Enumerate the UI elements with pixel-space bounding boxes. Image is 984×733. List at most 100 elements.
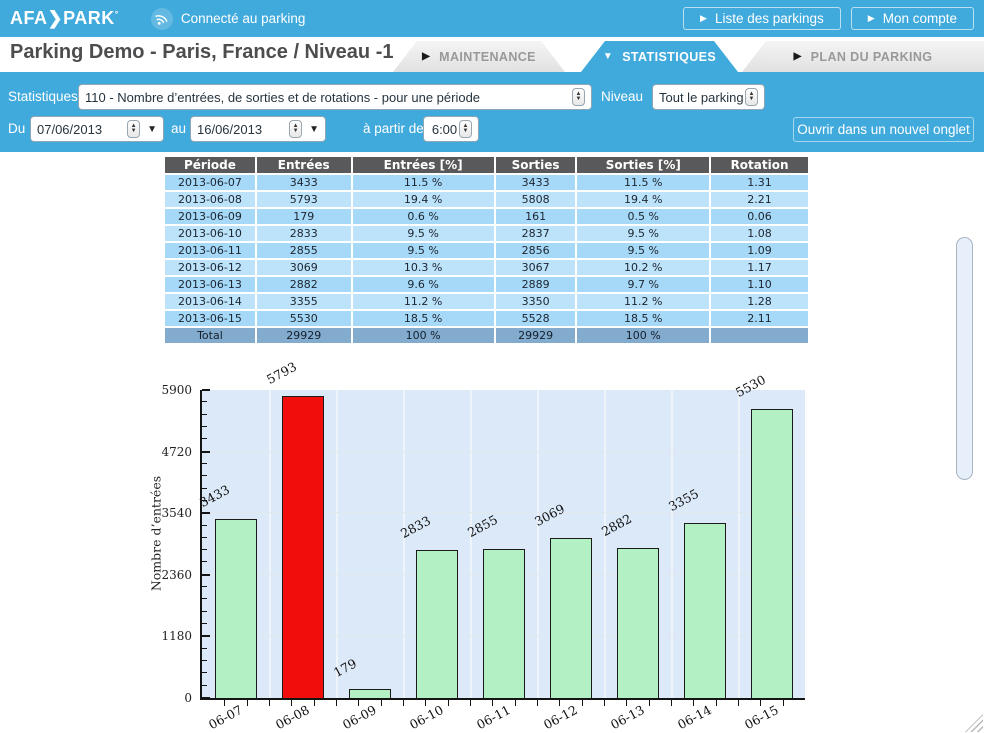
tab-plan-du-parking[interactable]: ▶ PLAN DU PARKING <box>742 41 984 72</box>
table-row: 2013-06-13 2882 9.6 % 2889 9.7 % 1.10 <box>165 277 808 292</box>
bar-06-12 <box>549 537 592 698</box>
x-tick-label: 06-13 <box>608 702 647 733</box>
open-new-tab-button[interactable]: Ouvrir dans un nouvel onglet <box>793 117 974 142</box>
x-axis-tick <box>693 700 695 706</box>
bar-value-label: 5530 <box>732 372 769 401</box>
x-tick-label: 06-15 <box>742 702 781 733</box>
bar-value-label: 3433 <box>196 481 233 510</box>
niveau-select[interactable]: Tout le parking ▲ ▼ <box>652 84 765 110</box>
caret-down-icon: ▼ <box>309 123 319 135</box>
x-tick-label: 06-09 <box>340 702 379 733</box>
bar-value-label: 3355 <box>665 485 702 514</box>
table-cell: 2013-06-08 <box>165 192 255 207</box>
table-cell: 29929 <box>256 328 351 343</box>
x-axis-tick <box>224 700 226 706</box>
table-cell: 2882 <box>256 277 351 292</box>
date-from-field[interactable]: 07/06/2013 ▲ ▼ ▼ <box>30 116 164 142</box>
table-cell: 100 % <box>352 328 494 343</box>
y-tick-label: 4720 <box>161 444 192 459</box>
vertical-gridline <box>268 390 271 698</box>
tab-maintenance[interactable]: ▶ MAINTENANCE <box>393 41 565 72</box>
bar-06-14 <box>683 522 726 698</box>
horizontal-gridline <box>202 512 805 514</box>
parkings-list-button[interactable]: ▶ Liste des parkings <box>683 7 841 30</box>
y-axis-tick <box>202 697 210 699</box>
connection-label: Connecté au parking <box>180 11 306 26</box>
stepper-icon: ▲ ▼ <box>745 88 758 106</box>
table-cell: 2855 <box>256 243 351 258</box>
horizontal-gridline <box>202 450 805 452</box>
table-cell: 3350 <box>495 294 576 309</box>
statistic-select[interactable]: 110 - Nombre d’entrées, de sorties et de… <box>78 84 592 110</box>
table-header: Période Entrées Entrées [%] Sorties Sorties … <box>165 157 808 173</box>
page-title: Parking Demo - Paris, France / Niveau -1 <box>10 41 394 63</box>
bar-group: 3069 06-12 <box>532 390 604 732</box>
x-axis-tick <box>514 700 516 706</box>
table-cell: 9.5 % <box>352 243 494 258</box>
table-row: 2013-06-08 5793 19.4 % 5808 19.4 % 2.21 <box>165 192 808 207</box>
my-account-button[interactable]: ▶ Mon compte <box>850 7 974 30</box>
y-axis-minor-tick <box>202 684 207 686</box>
bar-value-label: 2855 <box>464 511 501 540</box>
y-axis-minor-tick <box>202 438 207 440</box>
table-row: 2013-06-07 3433 11.5 % 3433 11.5 % 1.31 <box>165 175 808 190</box>
x-axis-tick <box>715 700 717 706</box>
window-resize-grip[interactable] <box>965 714 983 732</box>
chart-plot: 0 1180 2360 3540 4720 5900 3433 06-07 5793 06-08 1… <box>161 358 805 732</box>
table-cell: 1.28 <box>711 294 808 309</box>
filter-bar: Statistiques 110 - Nombre d’entrées, de … <box>0 72 984 152</box>
table-cell: 2013-06-14 <box>165 294 255 309</box>
y-axis-minor-tick <box>202 623 207 625</box>
table-cell: 2837 <box>495 226 576 241</box>
vertical-gridline <box>403 390 405 698</box>
play-icon: ▶ <box>700 13 707 23</box>
y-axis-minor-tick <box>202 413 207 415</box>
x-axis-tick <box>268 700 270 706</box>
au-label: au <box>171 121 187 136</box>
total-row: Total 29929 100 % 29929 100 % <box>165 328 808 343</box>
table-cell: 11.5 % <box>352 175 494 190</box>
vertical-scrollbar-thumb[interactable] <box>956 237 973 480</box>
table-row: 2013-06-10 2833 9.5 % 2837 9.5 % 1.08 <box>165 226 808 241</box>
bar-group: 179 06-09 <box>331 390 403 732</box>
table-cell: 2.21 <box>711 192 808 207</box>
y-axis-minor-tick <box>202 647 207 649</box>
bar-value-label: 3069 <box>531 500 568 529</box>
table-footer: Total 29929 100 % 29929 100 % <box>165 328 808 343</box>
x-axis-tick <box>559 700 561 706</box>
table-cell: 3069 <box>256 260 351 275</box>
x-axis-tick <box>380 700 382 706</box>
vertical-gridline <box>469 390 472 698</box>
table-cell: 1.17 <box>711 260 808 275</box>
x-tick-label: 06-11 <box>474 702 513 733</box>
from-time-label: à partir de <box>363 121 424 136</box>
entries-bar-chart: Nombre d’entrées 0 1180 2360 3540 4720 5900 34… <box>140 358 830 733</box>
tab-statistiques[interactable]: ▼ STATISTIQUES <box>581 41 738 72</box>
table-body: 2013-06-07 3433 11.5 % 3433 11.5 % 1.31 2013-0… <box>165 175 808 326</box>
table-cell: 9.6 % <box>352 277 494 292</box>
table-cell: 9.7 % <box>577 277 710 292</box>
y-axis-minor-tick <box>202 499 207 501</box>
niveau-label: Niveau <box>601 89 644 104</box>
y-tick-label: 0 <box>184 691 192 705</box>
table-cell: 18.5 % <box>577 311 710 326</box>
x-axis-tick <box>246 700 248 706</box>
y-axis-tick <box>202 635 210 638</box>
x-axis-tick <box>403 700 404 706</box>
table-cell: 5528 <box>495 311 576 326</box>
caret-down-icon: ▼ <box>602 51 614 62</box>
date-to-field[interactable]: 16/06/2013 ▲ ▼ ▼ <box>190 116 326 142</box>
bar-06-09 <box>348 688 391 698</box>
table-cell: 100 % <box>577 328 710 343</box>
top-bar: AFA❯PARK° Connecté au parking ▶ Liste de… <box>0 0 984 37</box>
x-axis-tick <box>313 700 315 706</box>
title-bar: Parking Demo - Paris, France / Niveau -1… <box>0 37 984 72</box>
table-cell: 9.5 % <box>577 226 710 241</box>
y-axis-minor-tick <box>202 487 207 489</box>
bar-value-label: 179 <box>330 655 360 680</box>
play-icon: ▶ <box>793 51 802 62</box>
time-select[interactable]: 6:00 ▲ ▼ <box>423 116 479 142</box>
y-axis-minor-tick <box>202 586 207 588</box>
bar-group: 3355 06-14 <box>666 390 738 732</box>
